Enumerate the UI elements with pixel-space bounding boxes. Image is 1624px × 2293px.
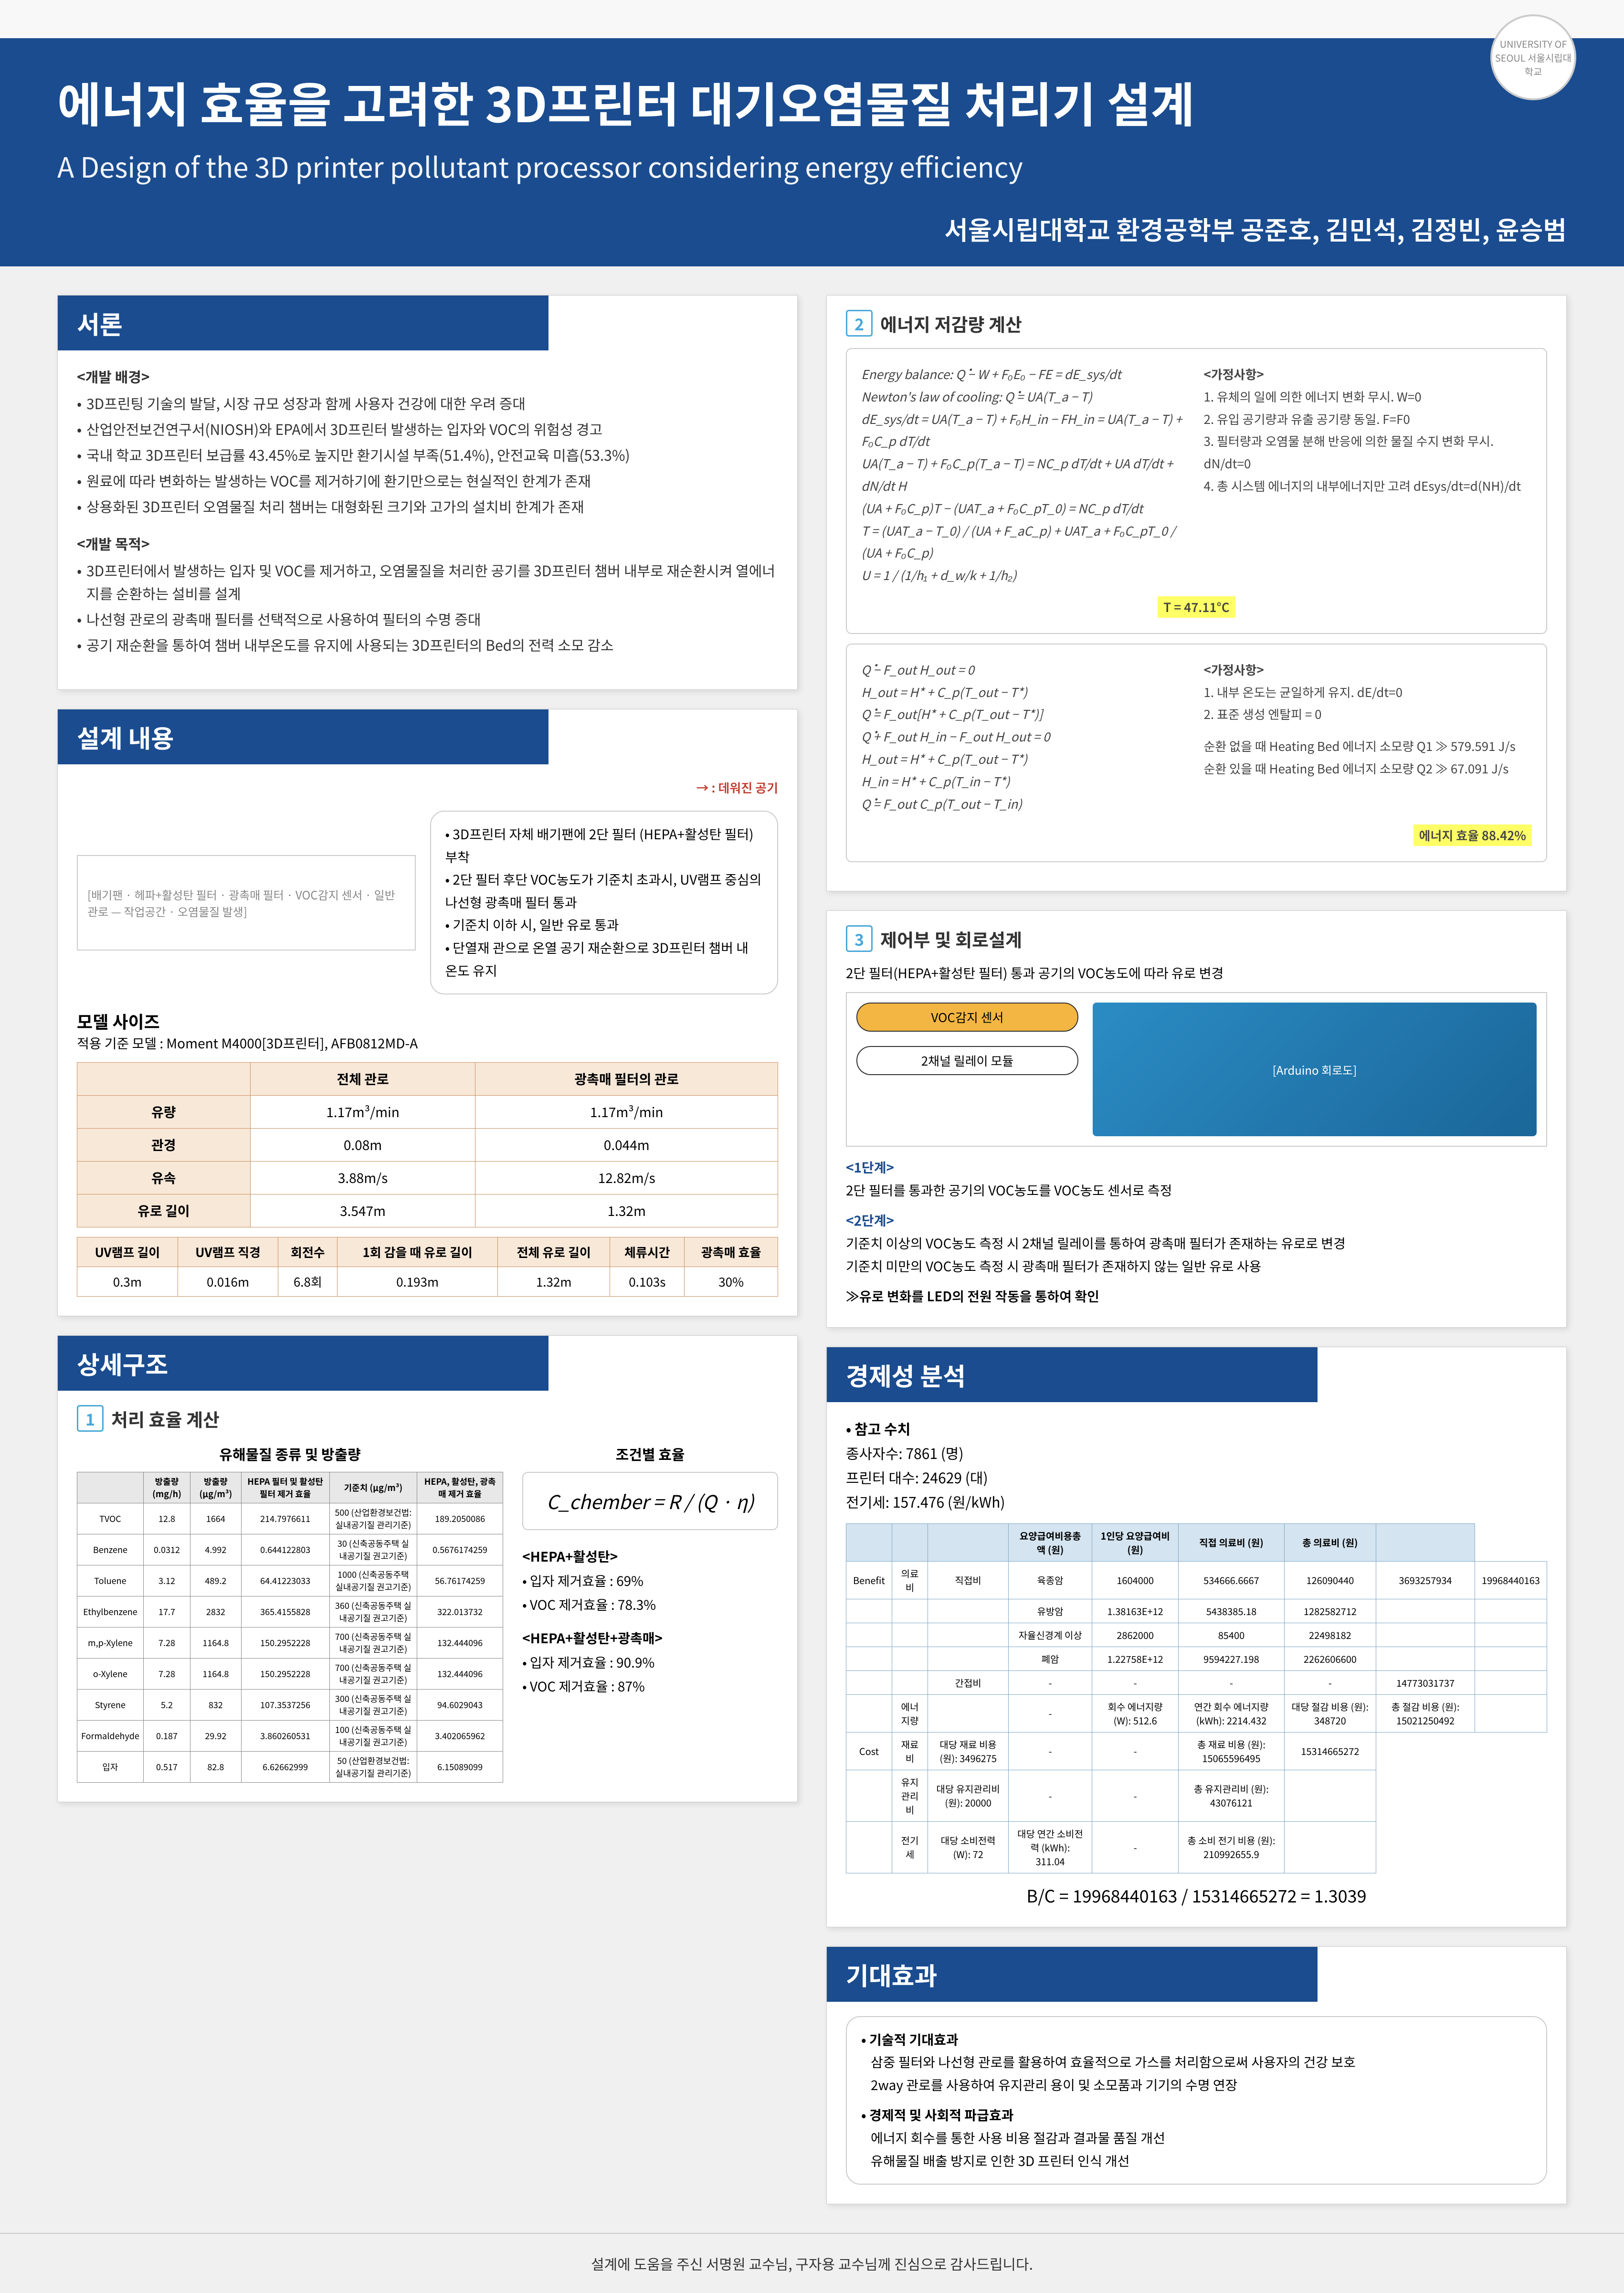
list-item: 공기 재순환을 통하여 챔버 내부온도를 유지에 사용되는 3D프린터의 Bed… [77,633,778,656]
voc-sensor-label: VOC감지 센서 [856,1003,1078,1032]
arduino-image: [Arduino 회로도] [1093,1003,1537,1136]
energy-eq2: Q̇ − F_out H_out = 0H_out = H* + C_p(T_o… [846,644,1547,862]
eff1-title: <HEPA+활성탄> [522,1544,778,1568]
economic-header: 경제성 분석 [827,1347,1318,1402]
list-item: • 기준치 이하 시, 일반 유로 통과 [445,914,763,937]
num-1: 1 [77,1405,104,1432]
control-title: 제어부 및 회로설계 [880,926,1022,952]
eco-label: 경제적 및 사회적 파급효과 [869,2105,1013,2124]
expect-section: 기대효과 • 기술적 기대효과 삼중 필터와 나선형 관로를 활용하여 효율적으… [826,1946,1567,2205]
stage1-label: <1단계> [846,1158,894,1177]
expect-box: • 기술적 기대효과 삼중 필터와 나선형 관로를 활용하여 효율적으로 가스를… [846,2016,1547,2185]
control-section: 3 제어부 및 회로설계 2단 필터(HEPA+활성탄 필터) 통과 공기의 V… [826,910,1567,1328]
obj-label: <개발 목적> [77,532,778,555]
bg-label: <개발 배경> [77,365,778,388]
design-section: 설계 내용 → : 데워진 공기 [배기팬 · 헤파+활성탄 필터 · 광촉매 … [57,709,798,1316]
authors: 서울시립대학교 환경공학부 공준호, 김민석, 김정빈, 윤승범 [57,210,1567,247]
model-note: 적용 기준 모델 : Moment M4000[3D프린터], AFB0812M… [77,1034,778,1053]
list-item: • 2단 필터 후단 VOC농도가 기준치 초과시, UV램프 중심의 나선형 … [445,868,763,914]
stage2-text: 기준치 이상의 VOC농도 측정 시 2채널 릴레이를 통하여 광촉매 필터가 … [846,1232,1547,1278]
q1-text: 순환 없을 때 Heating Bed 에너지 소모량 Q1 ≫ 579.591… [1204,735,1532,758]
diagram-legend: → : 데워진 공기 [77,779,778,796]
energy-section: 2 에너지 저감량 계산 Energy balance: Q̇ − W + F₀… [826,295,1567,891]
list-item: • VOC 제거효율 : 78.3% [522,1593,778,1617]
q2-text: 순환 있을 때 Heating Bed 에너지 소모량 Q2 ≫ 67.091 … [1204,758,1532,780]
num-2: 2 [846,310,873,337]
result-eff: 에너지 효율 88.42% [1413,824,1532,846]
bc-ratio: B/C = 19968440163 / 15314665272 = 1.3039 [846,1883,1547,1908]
left-column: 서론 <개발 배경> 3D프린팅 기술의 발달, 시장 규모 성장과 함께 사용… [57,295,798,2204]
pipe-table: 전체 관로광촉매 필터의 관로유량1.17m³/min1.17m³/min관경0… [77,1062,778,1227]
assume1-label: <가정사항> [1204,363,1532,386]
economic-section: 경제성 분석 • 참고 수치 종사자수: 7861 (명)프린터 대수: 246… [826,1347,1567,1927]
title-english: A Design of the 3D printer pollutant pro… [57,146,1567,186]
detail-header: 상세구조 [58,1336,548,1391]
num-3: 3 [846,925,873,952]
emission-title: 유해물질 종류 및 방출량 [77,1443,503,1464]
expect-header: 기대효과 [827,1947,1318,2002]
eff2-title: <HEPA+활성탄+광촉매> [522,1626,778,1650]
cond-title: 조건별 효율 [522,1443,778,1464]
list-item: 삼중 필터와 나선형 관로를 활용하여 효율적으로 가스를 처리함으로써 사용자… [871,2051,1532,2074]
university-logo: UNIVERSITY OF SEOUL 서울시립대학교 [1490,14,1576,100]
intro-header: 서론 [58,296,548,350]
ref-items: 종사자수: 7861 (명)프린터 대수: 24629 (대)전기세: 157.… [846,1441,1547,1514]
tech-label: 기술적 기대효과 [869,2030,959,2049]
ref-label: • 참고 수치 [846,1416,1547,1441]
obj-list: 3D프린터에서 발생하는 입자 및 VOC를 제거하고, 오염물질을 처리한 공… [77,559,778,656]
stage1-text: 2단 필터를 통과한 공기의 VOC농도를 VOC농도 센서로 측정 [846,1179,1547,1202]
list-item: 나선형 관로의 광촉매 필터를 선택적으로 사용하여 필터의 수명 증대 [77,607,778,630]
list-item: 에너지 회수를 통한 사용 비용 절감과 결과물 품질 개선 [871,2127,1532,2150]
chamber-formula: C_chember = R / (Q · η) [522,1472,778,1530]
arduino-diagram: VOC감지 센서 2채널 릴레이 모듈 [Arduino 회로도] [846,992,1547,1147]
control-note: ≫유로 변화를 LED의 전원 작동을 통하여 확인 [846,1285,1547,1308]
result-temp: T = 47.11°C [1158,596,1235,618]
header: 에너지 효율을 고려한 3D프린터 대기오염물질 처리기 설계 A Design… [0,38,1624,266]
eff1-list: • 입자 제거효율 : 69%• VOC 제거효율 : 78.3% [522,1569,778,1617]
model-title: 모델 사이즈 [77,1009,778,1034]
intro-section: 서론 <개발 배경> 3D프린팅 기술의 발달, 시장 규모 성장과 함께 사용… [57,295,798,690]
emission-table: 방출량 (mg/h)방출량 (μg/m³)HEPA 필터 및 활성탄 필터 제거… [77,1472,503,1783]
list-item: • 입자 제거효율 : 69% [522,1569,778,1593]
detail-section: 상세구조 1 처리 효율 계산 유해물질 종류 및 방출량 방출량 (mg/h)… [57,1335,798,1802]
energy-eq1: Energy balance: Q̇ − W + F₀E₀ − FE = dE_… [846,348,1547,634]
relay-label: 2채널 릴레이 모듈 [856,1046,1078,1075]
top-bar [0,0,1624,38]
design-notes: • 3D프린터 자체 배기팬에 2단 필터 (HEPA+활성탄 필터) 부착• … [430,811,779,994]
list-item: 3D프린터에서 발생하는 입자 및 VOC를 제거하고, 오염물질을 처리한 공… [77,559,778,604]
economic-table: 요양급여비용총액 (원)1인당 요양급여비 (원)직접 의료비 (원)총 의료비… [846,1523,1547,1873]
list-item: 3D프린팅 기술의 발달, 시장 규모 성장과 함께 사용자 건강에 대한 우려… [77,391,778,414]
assume2-label: <가정사항> [1204,659,1532,681]
eff2-list: • 입자 제거효율 : 90.9%• VOC 제거효율 : 87% [522,1650,778,1699]
list-item: • VOC 제거효율 : 87% [522,1674,778,1698]
right-column: 2 에너지 저감량 계산 Energy balance: Q̇ − W + F₀… [826,295,1567,2204]
content-area: 서론 <개발 배경> 3D프린팅 기술의 발달, 시장 규모 성장과 함께 사용… [0,266,1624,2233]
flow-diagram: [배기팬 · 헤파+활성탄 필터 · 광촉매 필터 · VOC감지 센서 · 일… [77,855,416,951]
list-item: 국내 학교 3D프린터 보급률 43.45%로 높지만 환기시설 부족(51.4… [77,443,778,466]
list-item: 2way 관로를 사용하여 유지관리 용이 및 소모품과 기기의 수명 연장 [871,2074,1532,2097]
list-item: • 단열재 관으로 온열 공기 재순환으로 3D프린터 챔버 내 온도 유지 [445,937,763,982]
control-intro: 2단 필터(HEPA+활성탄 필터) 통과 공기의 VOC농도에 따라 유로 변… [846,963,1547,983]
design-header: 설계 내용 [58,709,548,764]
title-korean: 에너지 효율을 고려한 3D프린터 대기오염물질 처리기 설계 [57,67,1567,136]
list-item: 유해물질 배출 방지로 인한 3D 프린터 인식 개선 [871,2150,1532,2173]
list-item: • 입자 제거효율 : 90.9% [522,1650,778,1674]
sub1-title: 처리 효율 계산 [111,1405,220,1432]
stage2-label: <2단계> [846,1211,894,1230]
list-item: • 3D프린터 자체 배기팬에 2단 필터 (HEPA+활성탄 필터) 부착 [445,823,763,868]
bg-list: 3D프린팅 기술의 발달, 시장 규모 성장과 함께 사용자 건강에 대한 우려… [77,391,778,518]
list-item: 상용화된 3D프린터 오염물질 처리 챔버는 대형화된 크기와 고가의 설치비 … [77,495,778,518]
footer: 설계에 도움을 주신 서명원 교수님, 구자용 교수님께 진심으로 감사드립니다… [0,2233,1624,2293]
list-item: 원료에 따라 변화하는 발생하는 VOC를 제거하기에 환기만으로는 현실적인 … [77,469,778,492]
list-item: 산업안전보건연구서(NIOSH)와 EPA에서 3D프린터 발생하는 입자와 V… [77,417,778,440]
uv-table: UV램프 길이UV램프 직경회전수1회 감을 때 유로 길이전체 유로 길이체류… [77,1237,778,1297]
energy-title: 에너지 저감량 계산 [880,310,1022,337]
